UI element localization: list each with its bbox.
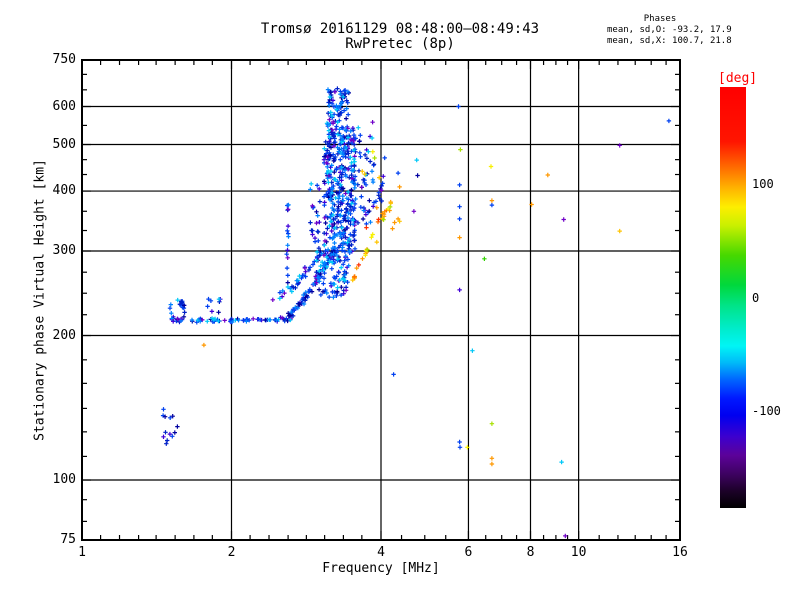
x-tick-label: 1 <box>78 545 86 560</box>
x-tick-label: 10 <box>570 545 587 560</box>
x-tick-label: 16 <box>672 545 688 560</box>
plot-subtitle: RwPretec (8p) <box>345 36 455 52</box>
phase-stats-header: Phases <box>643 14 677 24</box>
x-axis-title: Frequency [MHz] <box>322 561 440 576</box>
x-tick-label: 2 <box>227 545 236 560</box>
colorbar-tick-label: -100 <box>752 404 781 419</box>
phase-stats-x-mode: mean, sd,X: 100.7, 21.8 <box>607 36 732 46</box>
plot-title: Tromsø 20161129 08:48:00–08:49:43 <box>260 21 540 37</box>
y-tick-label: 200 <box>52 327 76 343</box>
y-tick-label: 300 <box>52 243 76 258</box>
y-tick-label: 100 <box>52 472 76 488</box>
y-tick-label: 600 <box>52 98 76 114</box>
colorbar-unit-label: [deg] <box>718 71 758 86</box>
x-tick-label: 8 <box>526 545 535 560</box>
y-tick-label: 400 <box>52 183 76 199</box>
y-axis-title: Stationary phase Virtual Height [km] <box>32 159 48 441</box>
colorbar-tick-label: 0 <box>752 290 760 305</box>
x-tick-label: 6 <box>464 545 473 560</box>
colorbar-tick-label: 100 <box>752 176 774 191</box>
y-tick-label: 750 <box>52 52 76 67</box>
phase-stats-o-mode: mean, sd,O: -93.2, 17.9 <box>607 25 732 35</box>
phase-colorbar <box>720 87 746 508</box>
y-tick-label: 500 <box>52 136 76 152</box>
y-tick-label: 75 <box>60 532 76 547</box>
x-tick-label: 4 <box>377 545 385 560</box>
